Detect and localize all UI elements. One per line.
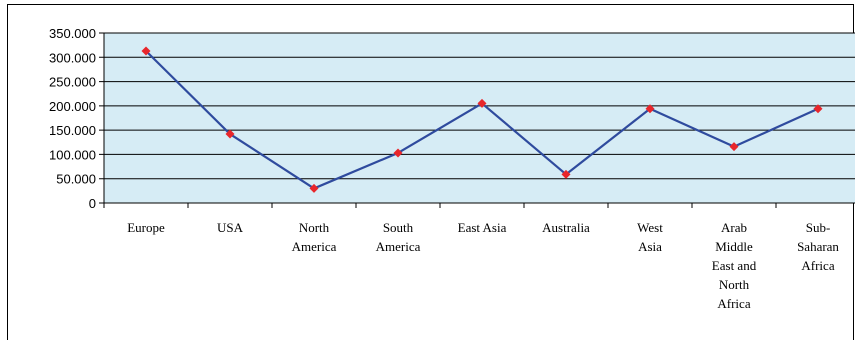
y-tick-label: 100.000 [49, 147, 96, 162]
data-point-marker [729, 142, 739, 152]
data-point-marker [225, 129, 235, 139]
data-point-marker [813, 104, 823, 114]
y-axis: 0 50.000 100.000 150.000 200.000 250.000 300.0… [49, 26, 105, 211]
y-tick-label: 300.000 [49, 50, 96, 65]
plot-area [104, 33, 855, 203]
data-point-marker [309, 183, 319, 193]
y-tick-label: 0 [89, 196, 96, 211]
x-tick-label: Arab Middle East and North Africa [712, 220, 757, 311]
x-tick-label: Sub-Saharan Africa [797, 220, 839, 273]
y-tick-label: 150.000 [49, 123, 96, 138]
y-tick-label: 200.000 [49, 99, 96, 114]
x-tick-label: South America [376, 220, 421, 254]
x-tick-label: USA [217, 220, 244, 235]
y-tick-label: 350.000 [49, 26, 96, 41]
data-point-marker [477, 98, 487, 108]
x-tick-label: Australia [542, 220, 590, 235]
data-point-marker [141, 46, 151, 56]
data-point-marker [645, 104, 655, 114]
series-group [141, 46, 823, 193]
line-chart: 0 50.000 100.000 150.000 200.000 250.000 300.0… [49, 26, 855, 311]
x-tick-label: Europe [127, 220, 165, 235]
data-point-marker [393, 148, 403, 158]
chart-frame: 0 50.000 100.000 150.000 200.000 250.000 300.0… [7, 4, 855, 340]
y-tick-label: 50.000 [56, 172, 96, 187]
x-tick-label: North America [292, 220, 337, 254]
x-axis: Europe USA North America South America East As… [103, 203, 839, 311]
y-tick-label: 250.000 [49, 75, 96, 90]
x-tick-label: West Asia [637, 220, 663, 254]
x-tick-label: East Asia [458, 220, 507, 235]
data-point-marker [561, 169, 571, 179]
